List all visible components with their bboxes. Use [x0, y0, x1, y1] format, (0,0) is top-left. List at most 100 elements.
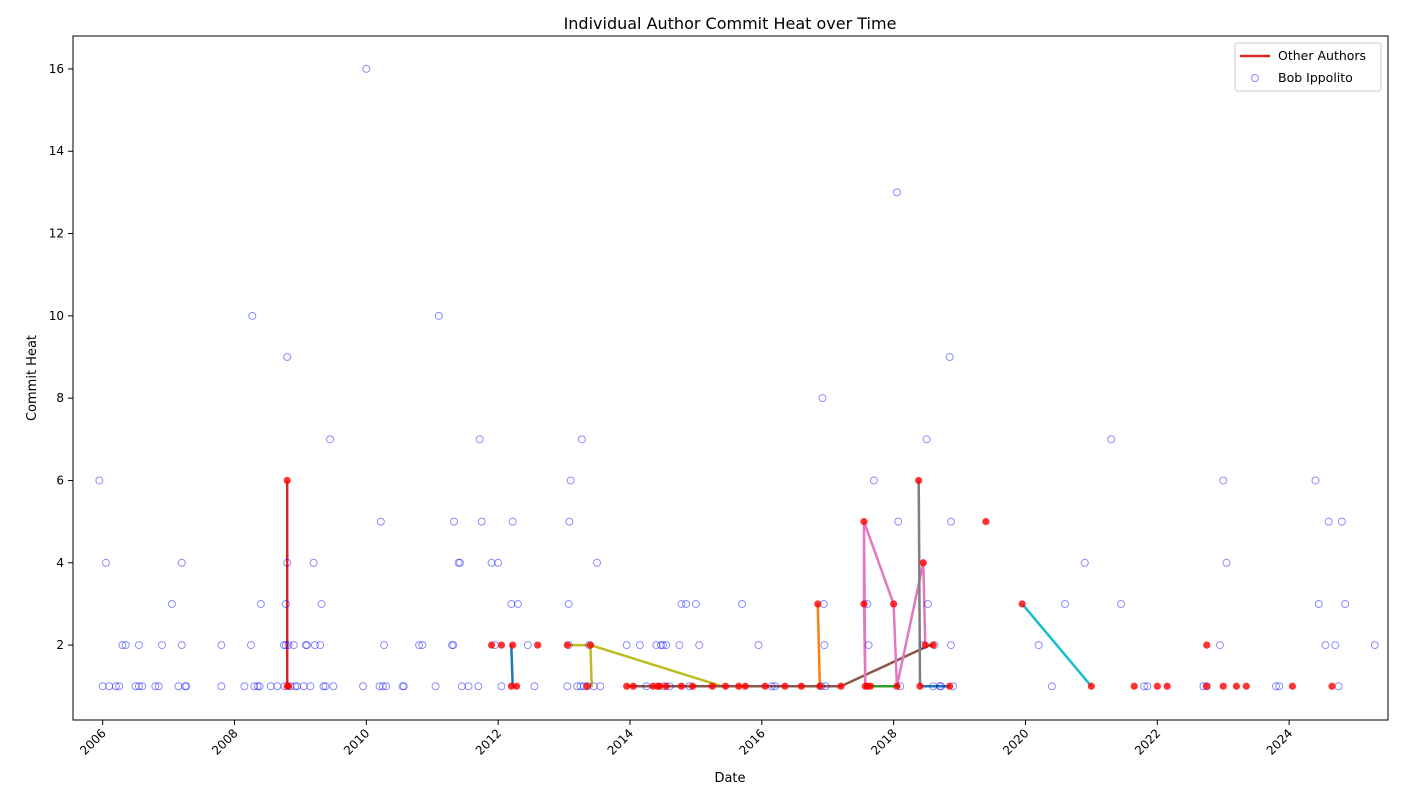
bob-ippolito-point [464, 682, 473, 691]
other-author-point [797, 682, 805, 690]
other-author-line [1021, 603, 1093, 688]
other-author-point [761, 682, 769, 690]
bob-ippolito-point [281, 641, 290, 650]
other-author-point [929, 641, 937, 649]
bob-ippolito-point [1219, 476, 1228, 485]
bob-ippolito-point [1370, 641, 1379, 650]
chart-title: Individual Author Commit Heat over Time [564, 14, 897, 33]
other-author-line [917, 480, 922, 687]
other-author-line [285, 480, 289, 688]
bob-ippolito-point [738, 599, 747, 608]
other-author-point [814, 600, 822, 608]
y-tick-label: 10 [49, 309, 64, 323]
bob-ippolito-point [946, 641, 955, 650]
other-author-point [1153, 682, 1161, 690]
bob-ippolito-point [1080, 558, 1089, 567]
bob-ippolito-point [497, 682, 506, 691]
other-author-point [721, 682, 730, 690]
bob-ippolito-point [289, 641, 298, 650]
other-author-point [735, 682, 743, 690]
bob-ippolito-point [250, 682, 259, 691]
other-author-point [890, 600, 898, 608]
other-author-point [283, 476, 291, 485]
bob-ippolito-point [115, 682, 124, 691]
bob-ippolito-point [457, 682, 466, 691]
other-author-point [1232, 682, 1240, 690]
other-author-point [1242, 682, 1250, 690]
y-tick-label: 14 [49, 144, 64, 158]
bob-ippolito-point [151, 682, 160, 691]
bob-ippolito-point [434, 311, 443, 320]
other-author-point [284, 682, 293, 690]
bob-ippolito-point [1061, 599, 1070, 608]
bob-ippolito-point [256, 599, 265, 608]
bob-ippolito-point [281, 599, 290, 608]
other-author-point [507, 682, 515, 690]
bob-ippolito-point [398, 682, 407, 691]
bob-ippolito-point [929, 682, 938, 691]
bob-ippolito-point [376, 517, 385, 526]
bob-ippolito-point [677, 599, 686, 608]
bob-ippolito-point [399, 682, 408, 691]
bob-ippolito-point [1222, 558, 1231, 567]
y-tick-label: 4 [56, 556, 64, 570]
bob-ippolito-point [310, 641, 319, 650]
bob-ippolito-point [507, 599, 516, 608]
bob-ippolito-point [246, 641, 255, 650]
bob-ippolito-point [508, 517, 517, 526]
other-author-point [860, 518, 868, 526]
bob-ippolito-point [431, 682, 440, 691]
other-author-markers [283, 476, 1336, 690]
bob-ippolito-point [869, 476, 878, 485]
bob-ippolito-point [359, 682, 368, 691]
bob-ippolito-point [283, 558, 292, 567]
bob-ippolito-point [283, 353, 292, 362]
bob-ippolito-point [378, 682, 387, 691]
bob-ippolito-point [217, 682, 226, 691]
bob-ippolito-point [566, 476, 575, 485]
bob-ippolito-point [818, 394, 827, 403]
other-author-point [837, 682, 845, 690]
bob-ippolito-point [1107, 435, 1116, 444]
bob-ippolito-point [635, 641, 644, 650]
bob-ippolito-point [111, 682, 120, 691]
bob-ippolito-point [695, 641, 704, 650]
bob-ippolito-point [418, 641, 427, 650]
bob-ippolito-point [240, 682, 249, 691]
bob-ippolito-point [1321, 641, 1330, 650]
bob-ippolito-point [475, 435, 484, 444]
bob-ippolito-point [134, 641, 143, 650]
other-author-point [1087, 682, 1095, 690]
legend: Other Authors Bob Ippolito [1234, 42, 1382, 92]
other-author-point [509, 641, 517, 649]
bob-ippolito-point [564, 599, 573, 608]
bob-ippolito-point [248, 311, 257, 320]
bob-ippolito-point [523, 641, 532, 650]
bob-ippolito-point [301, 641, 310, 650]
other-author-point [1328, 682, 1336, 690]
bob-ippolito-point [662, 641, 671, 650]
bob-ippolito-point [302, 641, 311, 650]
bob-ippolito-point [293, 682, 302, 691]
bob-ippolito-point [449, 641, 458, 650]
bob-ippolito-point [253, 682, 262, 691]
bob-ippolito-point [131, 682, 140, 691]
other-author-point [866, 682, 875, 690]
bob-ippolito-point [316, 641, 325, 650]
bob-ippolito-point [923, 599, 932, 608]
other-author-point [563, 641, 571, 649]
y-tick-label: 8 [56, 391, 64, 405]
bob-ippolito-point [1311, 476, 1320, 485]
y-tick-label: 6 [56, 473, 64, 487]
bob-ippolito-point [321, 682, 330, 691]
bob-ippolito-point [380, 641, 389, 650]
bob-ippolito-point [474, 682, 483, 691]
bob-ippolito-point [563, 682, 572, 691]
bob-ippolito-point [894, 517, 903, 526]
bob-ippolito-point [217, 641, 226, 650]
bob-ippolito-point [266, 682, 275, 691]
other-author-point [677, 682, 685, 690]
other-author-point [513, 682, 521, 690]
bob-ippolito-point [279, 641, 288, 650]
